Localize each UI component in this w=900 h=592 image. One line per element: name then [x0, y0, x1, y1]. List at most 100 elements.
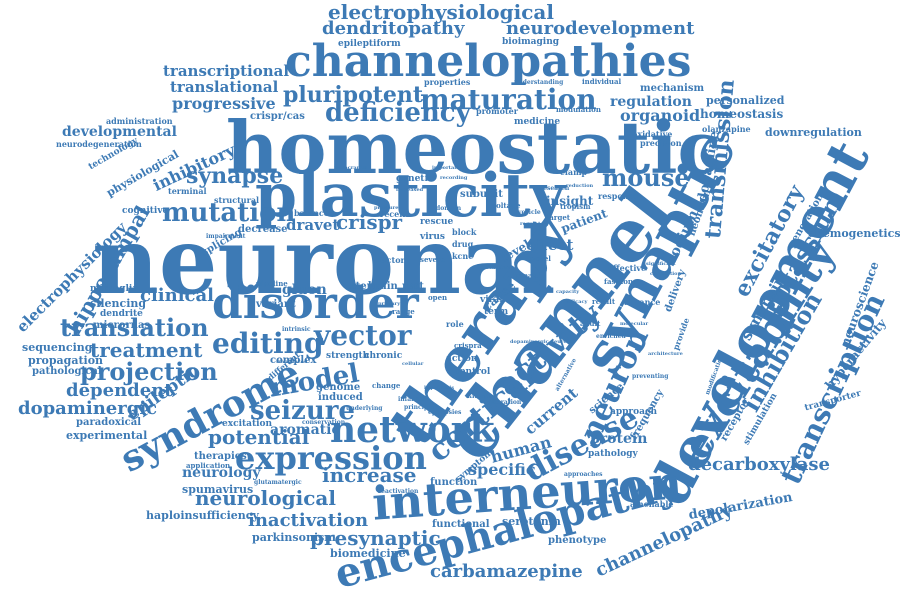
word-transduced: transduced — [276, 359, 308, 365]
word-open: open — [428, 293, 448, 302]
word-regulatory: regulatory — [520, 221, 550, 227]
word-change: change — [372, 381, 401, 390]
word-strength: strength — [326, 351, 370, 361]
word-meak: meak — [516, 271, 538, 280]
word-molecular: molecular — [620, 321, 649, 327]
word-inactivation: inactivation — [248, 510, 369, 531]
word-presynaptic: presynaptic — [310, 526, 441, 550]
word-modulation: modulation — [556, 105, 601, 114]
word-effect: effect — [526, 236, 574, 254]
word-translational: translational — [170, 78, 279, 96]
word-adult: adult — [580, 319, 601, 328]
word-block: block — [452, 227, 477, 237]
word-architecture: architecture — [648, 351, 683, 357]
word-neurodegeneration: neurodegeneration — [56, 139, 142, 149]
word-vesicle: vesicle — [518, 209, 541, 216]
word-viral: viral — [480, 295, 503, 305]
word-properties: properties — [424, 77, 471, 87]
word-promoter: promoter — [476, 106, 518, 116]
word-range: range — [392, 307, 415, 316]
word-glutamatergic: glutamatergic — [254, 479, 302, 486]
word-neurodevelopment: neurodevelopment — [506, 18, 695, 39]
word-impairment: impairment — [206, 233, 246, 240]
word-propagation: propagation — [28, 354, 104, 367]
word-decrease: decrease — [238, 224, 288, 235]
word-carbamazepine: carbamazepine — [430, 561, 583, 582]
word-crispr: crispr — [336, 210, 403, 234]
word-virus: virus — [420, 232, 446, 242]
word-aromatic: aromatic — [270, 422, 340, 438]
word-medicine: medicine — [514, 117, 561, 127]
word-stem: stem — [350, 281, 378, 292]
word-induced: induced — [318, 392, 363, 403]
word-silencing: silencing — [90, 297, 147, 310]
word-experimental: experimental — [66, 429, 148, 442]
word-micrornas: micrornas — [93, 320, 151, 331]
word-biomedicine: biomedicine — [330, 547, 406, 560]
word-neurological: neurological — [195, 486, 336, 510]
word-disorder: disorder — [212, 278, 419, 329]
word-crispr-cas: crispr/cas — [250, 111, 305, 122]
word-crispra: crispra — [454, 341, 482, 350]
word-homeostatic: homeostatic — [226, 105, 722, 190]
word-epileptiform: epileptiform — [338, 39, 401, 49]
word-domain: domain — [436, 205, 462, 212]
word-response: response — [598, 191, 639, 201]
word-hypothesis: hypothesis — [424, 385, 455, 391]
word-effective: effective — [608, 263, 647, 273]
word-primary: primary — [378, 301, 401, 307]
word-understanding: understanding — [514, 79, 564, 86]
word-chronic: chronic — [364, 351, 403, 361]
word-intrinsic: intrinsic — [282, 326, 311, 333]
word-seizure: seizure — [250, 396, 355, 426]
word-bioimaging: bioimaging — [502, 37, 560, 47]
word-potential: potential — [208, 425, 310, 449]
word-drug: drug — [452, 239, 474, 249]
word-genome: genome — [316, 382, 361, 393]
word-decarboxylase: decarboxylase — [688, 454, 831, 475]
word-oxidative: oxidative — [632, 129, 673, 139]
word-organoid: organoid — [620, 106, 701, 125]
word-individual: individual — [582, 77, 622, 86]
word-serotonin: serotonin — [502, 515, 561, 528]
word-infantile: infantile — [398, 396, 427, 403]
word-phenotype: phenotype — [548, 535, 607, 546]
word-progressive: progressive — [172, 94, 276, 113]
word-cellular: cellular — [402, 361, 424, 367]
word-approach: approach — [610, 407, 658, 417]
word-mechanism: mechanism — [640, 83, 705, 94]
word-increased: increased — [396, 187, 424, 193]
word-advance: advance — [624, 297, 661, 307]
word-mouse: mouse — [602, 163, 690, 192]
word-therapies: therapies — [194, 451, 247, 462]
word-synapse: synapse — [186, 163, 284, 189]
word-plasticity: plasticity — [255, 161, 565, 231]
word-editing: editing — [212, 327, 324, 360]
word-provide: provide — [670, 316, 692, 352]
word-sensitivity: sensitivity — [486, 265, 515, 271]
word-treatment: treatment — [90, 338, 203, 362]
word-recording: recording — [440, 175, 468, 181]
word-brain: brain — [368, 281, 398, 292]
word-gluon: gluon — [282, 282, 327, 298]
word-important: important — [432, 165, 461, 171]
word-epilepsies: epilepsies — [428, 409, 462, 416]
word-kcnc: kcnc — [452, 251, 474, 261]
word-administration: administration — [106, 116, 173, 126]
word-pressure: pressure — [374, 205, 399, 211]
word-network: network — [330, 409, 495, 451]
word-result: result — [592, 297, 616, 306]
word-intracranial: intracranial — [334, 165, 368, 171]
word-control: control — [454, 367, 491, 377]
word-increase: increase — [322, 463, 417, 487]
word-neurology: neurology — [182, 465, 261, 481]
word-enriched: enriched — [596, 333, 626, 340]
word-variant: variant — [256, 299, 296, 310]
word-vector: vector — [314, 319, 412, 352]
word-dopaminergic-neurons: dopaminergic neurons — [510, 339, 574, 345]
word-specific: specific — [468, 460, 536, 479]
word-action: action — [446, 354, 478, 364]
word-pathological: pathological — [32, 366, 102, 377]
word-translation: translation — [60, 313, 209, 342]
